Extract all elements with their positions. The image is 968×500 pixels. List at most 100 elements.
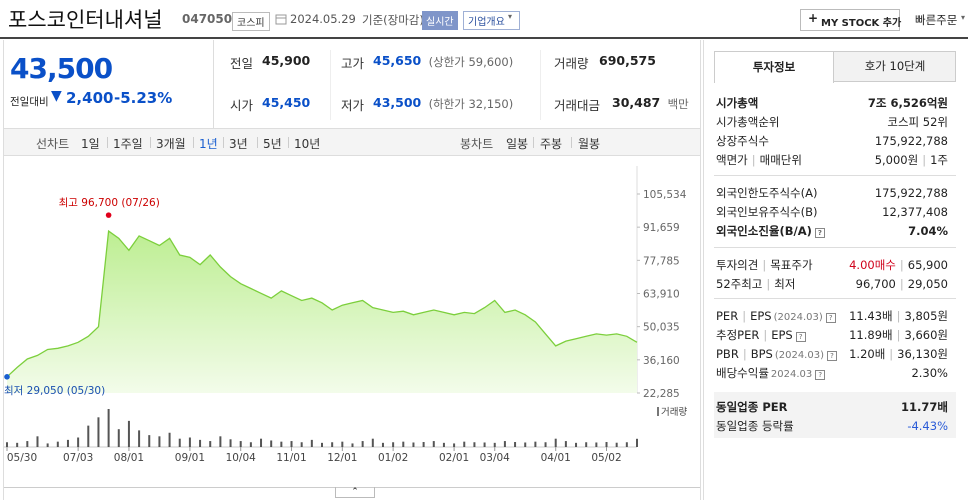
y-tick-label: 50,035	[643, 322, 680, 334]
volume-bar	[392, 442, 395, 447]
group-rule	[714, 175, 956, 176]
label-text: PER	[716, 308, 739, 323]
collapse-button[interactable]: ⌃	[335, 487, 375, 498]
dropdown-arrow: ▾	[961, 13, 966, 22]
period-tab[interactable]: 10년	[294, 137, 321, 151]
label-text: 목표주가	[770, 257, 813, 272]
period-tab[interactable]: 3개월	[156, 137, 186, 151]
label-text: 투자의견	[716, 257, 759, 272]
y-tick-label: 22,285	[643, 388, 680, 400]
volume-bar	[219, 436, 222, 447]
label-text: PBR	[716, 346, 739, 361]
value-text: 1.20배	[849, 346, 886, 361]
side-panel	[703, 40, 968, 500]
stat-label: 저가	[341, 98, 365, 113]
row-label: 상장주식수	[716, 133, 769, 149]
tab-sep	[533, 137, 534, 148]
label-text: 52주최고	[716, 276, 763, 291]
volume-bar	[280, 441, 283, 447]
stat-label: 전일	[230, 56, 254, 71]
tab-sep	[571, 137, 572, 148]
group-rule	[714, 247, 956, 248]
dropdown-arrow: ▾	[508, 12, 513, 21]
volume-bar	[534, 441, 537, 447]
side-tab[interactable]: 투자정보	[714, 51, 834, 83]
volume-bar	[331, 442, 334, 447]
label-text: 시가총액	[716, 95, 759, 110]
volume-bar	[87, 425, 90, 447]
volume-bar	[239, 441, 242, 447]
stock-name: 포스코인터내셔널	[8, 8, 163, 32]
help-icon: ?	[826, 350, 837, 361]
value-text: 5,000원	[874, 152, 919, 167]
help-icon: ?	[815, 369, 826, 380]
x-tick-label: 05/30	[7, 452, 37, 464]
mystock-button[interactable]: MY STOCK 추가	[800, 9, 901, 31]
y-tick-label: 77,785	[643, 255, 680, 267]
period-tab[interactable]: 1일	[81, 137, 100, 151]
tab-bar	[4, 128, 700, 156]
label-text: 최저	[774, 276, 796, 291]
side-tab[interactable]: 호가 10단계	[864, 59, 926, 73]
stat-label: 거래대금	[554, 98, 601, 113]
value-text: 4.00매수	[849, 257, 896, 272]
row-value: 12,377,408	[882, 205, 948, 219]
value-text: 11.77배	[901, 399, 948, 414]
value-text: 12,377,408	[882, 204, 948, 219]
stat-value: 45,450	[262, 95, 311, 110]
label-note: 2024.03	[770, 368, 813, 380]
label-text: 외국인소진율(B/A)	[716, 223, 812, 238]
period-tab[interactable]: 3년	[229, 137, 248, 151]
main-panel	[3, 40, 701, 500]
row-label: PER | EPS (2024.03)?	[716, 309, 836, 323]
quick-order[interactable]: 빠른주문	[915, 13, 958, 27]
value-text: 175,922,788	[874, 185, 948, 200]
label-text: 액면가	[716, 152, 748, 167]
volume-bar	[209, 441, 212, 447]
tab-sep	[193, 137, 194, 148]
info-row: 동일업종 등락률 -4.43%	[716, 416, 948, 435]
info-row: PBR | BPS (2024.03)? 1.20배 | 36,130원	[716, 344, 948, 363]
separator: |	[922, 152, 927, 167]
volume-bar	[636, 438, 638, 447]
x-tick-label: 08/01	[114, 452, 144, 464]
volume-bar	[575, 442, 578, 447]
stat-label: 거래량	[554, 56, 589, 71]
realtime-badge[interactable]: 실시간	[422, 11, 458, 30]
volume-bar	[544, 442, 547, 447]
change-label: 전일대비	[10, 96, 49, 108]
row-value: 11.89배 | 3,660원	[849, 327, 948, 343]
candle-tab[interactable]: 월봉	[578, 137, 601, 151]
x-tick-label: 12/01	[327, 452, 357, 464]
volume-bar	[503, 441, 506, 447]
help-icon: ?	[825, 312, 836, 323]
row-value: 175,922,788	[875, 186, 948, 200]
stat-label: 고가	[341, 56, 365, 71]
volume-bar	[188, 437, 191, 447]
label-text: 배당수익률	[716, 365, 769, 380]
volume-bar	[615, 442, 618, 447]
row-label: 외국인한도주식수(A)	[716, 185, 817, 201]
price-change: 2,400	[66, 89, 114, 107]
volume-bar	[26, 441, 29, 447]
volume-bar	[514, 442, 517, 447]
volume-bar	[371, 438, 374, 447]
volume-bar	[402, 441, 405, 447]
high-marker	[105, 212, 112, 218]
value-text: 7.04%	[908, 223, 948, 238]
period-tab[interactable]: 1주일	[113, 137, 143, 151]
overview-button[interactable]: 기업개요	[463, 11, 520, 30]
value-text: 11.89배	[849, 327, 893, 342]
period-tab[interactable]: 5년	[263, 137, 282, 151]
row-label: 추정PER | EPS?	[716, 327, 806, 343]
candle-tab[interactable]: 주봉	[540, 137, 563, 151]
period-tab[interactable]: 1년	[199, 137, 218, 151]
volume-legend: 거래량	[661, 406, 687, 418]
date: 2024.05.29	[290, 12, 356, 26]
low-label: 최저 29,050 (05/30)	[4, 385, 105, 397]
divider	[213, 40, 214, 128]
y-tick-label: 36,160	[643, 355, 680, 367]
label-note: (2024.03)	[774, 349, 824, 361]
candle-tab[interactable]: 일봉	[506, 137, 529, 151]
